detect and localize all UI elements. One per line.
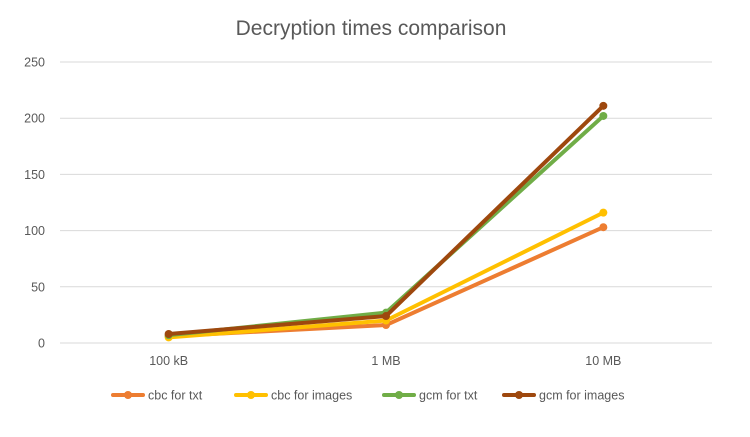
legend-label: gcm for txt [419,389,478,403]
series-1 [164,208,608,342]
data-point [599,223,608,232]
legend-item: gcm for images [502,389,624,403]
y-tick-label: 0 [38,337,45,351]
y-tick-label: 200 [24,112,45,126]
legend-swatch-marker [395,391,403,399]
data-point [599,111,608,120]
data-point [599,101,608,110]
data-point [382,312,390,321]
y-tick-label: 50 [31,280,45,294]
series-lines [164,101,608,342]
legend-label: gcm for images [539,389,624,403]
data-point [599,208,608,217]
legend-item: cbc for images [234,389,352,403]
series-2 [164,111,608,340]
x-tick-label: 100 kB [149,354,188,368]
legend-item: cbc for txt [111,389,203,403]
x-tick-label: 10 MB [585,354,621,368]
legend: cbc for txt cbc for images gcm for txt gcm … [111,389,624,403]
gridlines [60,61,712,344]
x-axis: 100 kB 1 MB 10 MB [149,354,621,368]
y-tick-label: 250 [24,56,45,70]
series-3 [164,101,608,339]
series-line [166,113,606,338]
x-tick-label: 1 MB [371,354,400,368]
y-axis: 0 50 100 150 200 250 [24,56,45,351]
legend-swatch-marker [124,391,132,399]
legend-swatch-marker [515,391,523,399]
y-tick-label: 150 [24,168,45,182]
legend-swatch-marker [247,391,255,399]
chart-title: Decryption times comparison [236,17,507,40]
y-tick-label: 100 [24,224,45,238]
series-line [166,103,606,337]
legend-item: gcm for txt [382,389,478,403]
legend-label: cbc for images [271,389,352,403]
legend-label: cbc for txt [148,389,203,403]
data-point [164,330,173,339]
